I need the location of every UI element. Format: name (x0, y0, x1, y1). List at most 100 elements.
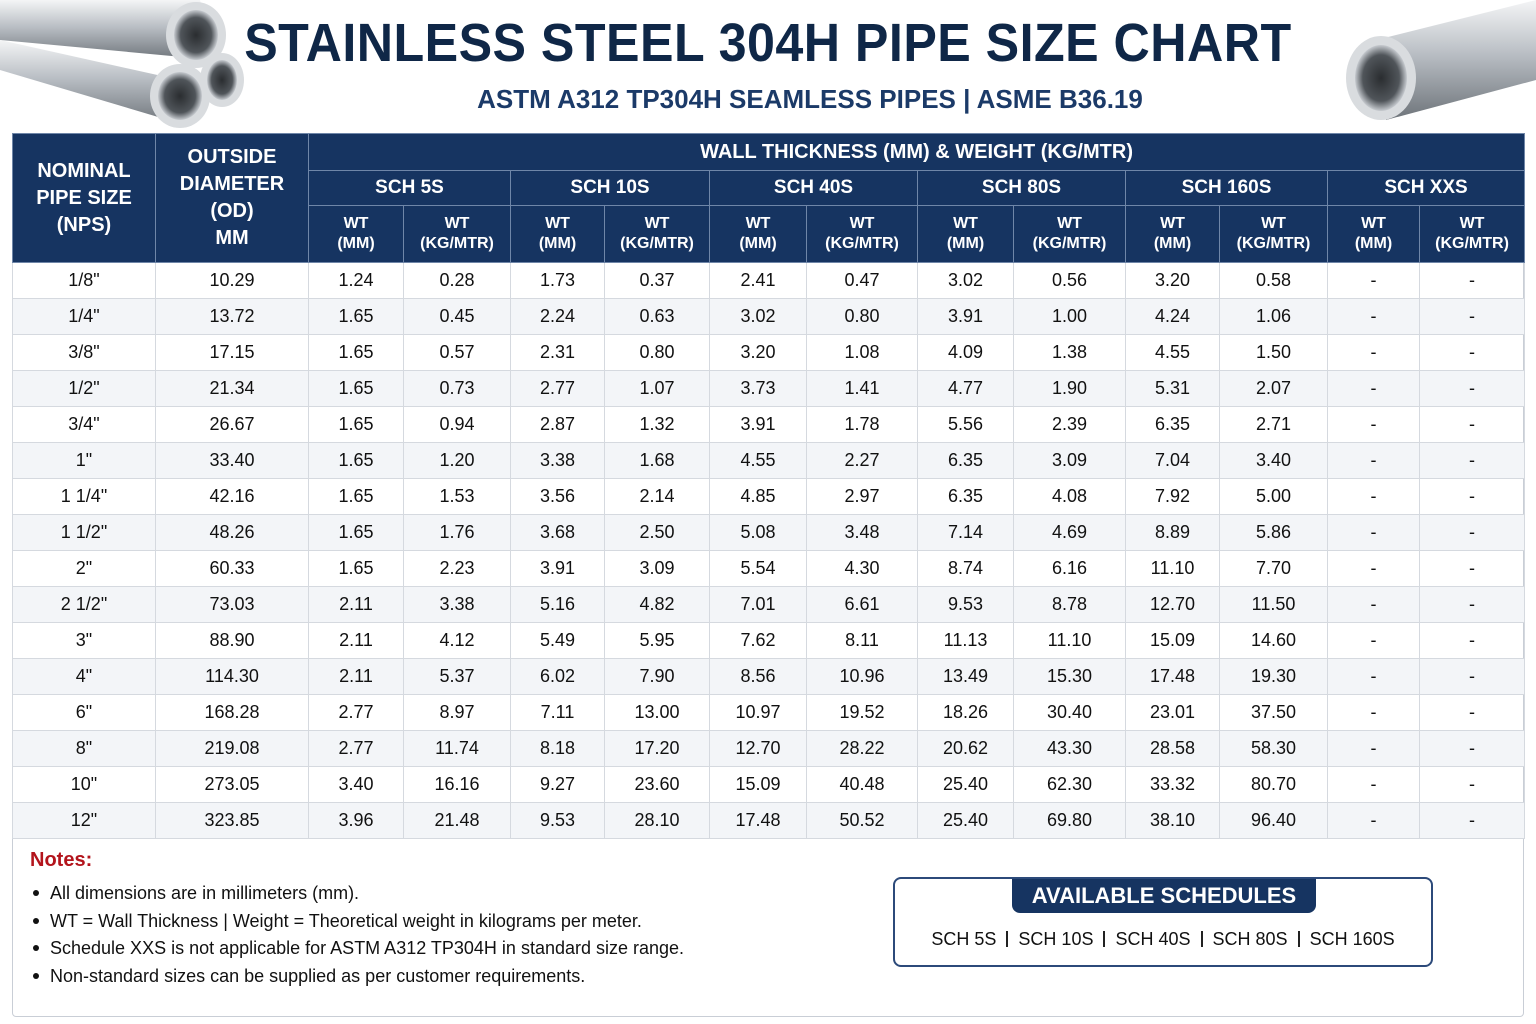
cell: 25.40 (917, 766, 1014, 803)
cell: - (1418, 802, 1526, 839)
header-row: NOMINAL PIPE SIZE (NPS) OUTSIDE DIAMETER … (12, 133, 1526, 263)
cell: - (1418, 694, 1526, 731)
cell: 11.74 (403, 730, 511, 767)
separator (1200, 931, 1203, 947)
cell: 8.97 (403, 694, 511, 731)
sub-header: WT (KG/MTR) (604, 205, 710, 263)
cell: 28.58 (1125, 730, 1220, 767)
od-header-text: OUTSIDE DIAMETER (OD) (179, 146, 285, 222)
cell: 9.53 (917, 586, 1014, 623)
cell: 8.18 (510, 730, 605, 767)
cell: 1.65 (308, 514, 404, 551)
cell: 12.70 (709, 730, 807, 767)
cell: 2.27 (806, 442, 918, 479)
cell: 1.65 (308, 406, 404, 443)
cell: 1.78 (806, 406, 918, 443)
cell: 21.34 (155, 370, 309, 407)
cell: 0.80 (604, 334, 710, 371)
cell: - (1327, 334, 1420, 371)
cell: 5.54 (709, 550, 807, 587)
cell: 4.12 (403, 622, 511, 659)
cell: 42.16 (155, 478, 309, 515)
cell: 1.65 (308, 550, 404, 587)
cell: 4" (12, 658, 156, 695)
schedule-header: SCH 40S (709, 170, 918, 206)
cell: 3/8" (12, 334, 156, 371)
sub-header-text: WT (MM) (739, 215, 777, 252)
cell: 2.97 (806, 478, 918, 515)
cell: 7.01 (709, 586, 807, 623)
data-row: 10" 273.05 3.40 16.16 9.27 23.60 15.09 40.48 25.… (12, 766, 1526, 803)
cell: 4.77 (917, 370, 1014, 407)
cell: 60.33 (155, 550, 309, 587)
cell: 4.85 (709, 478, 807, 515)
cell: 88.90 (155, 622, 309, 659)
cell: 5.86 (1219, 514, 1328, 551)
cell: - (1418, 730, 1526, 767)
cell: - (1327, 622, 1420, 659)
sub-header: WT (KG/MTR) (1013, 205, 1126, 263)
cell: 3.91 (709, 406, 807, 443)
cell: 11.50 (1219, 586, 1328, 623)
cell: 5.16 (510, 586, 605, 623)
cell: 1.32 (604, 406, 710, 443)
notes-list: All dimensions are in millimeters (mm). W… (30, 880, 684, 990)
cell: 17.15 (155, 334, 309, 371)
note: Non-standard sizes can be supplied as pe… (30, 963, 684, 991)
cell: 25.40 (917, 802, 1014, 839)
cell: 80.70 (1219, 766, 1328, 803)
data-row: 1" 33.40 1.65 1.20 3.38 1.68 4.55 2.27 6.35 3.09 7… (12, 442, 1526, 479)
cell: 3.40 (1219, 442, 1328, 479)
cell: 69.80 (1013, 802, 1126, 839)
cell: 7.14 (917, 514, 1014, 551)
cell: 5.95 (604, 622, 710, 659)
cell: 2.41 (709, 262, 807, 299)
header-row: WT (MM) WT (KG/MTR) WT (MM) WT (KG/MTR) WT (… (13, 205, 1526, 263)
cell: 2" (12, 550, 156, 587)
cell: 4.30 (806, 550, 918, 587)
sub-header-text: WT (MM) (1153, 215, 1192, 252)
cell: 0.56 (1013, 262, 1126, 299)
data-row: 4" 114.30 2.11 5.37 6.02 7.90 8.56 10.96 13.49 15… (12, 658, 1526, 695)
cell: 1/2" (12, 370, 156, 407)
schedule-item: SCH 160S (1309, 929, 1395, 949)
cell: 0.63 (604, 298, 710, 335)
cell: 2.07 (1219, 370, 1328, 407)
cell: 1.73 (510, 262, 605, 299)
cell: 3.09 (604, 550, 710, 587)
cell: 1.68 (604, 442, 710, 479)
sub-header: WT (KG/MTR) (1418, 205, 1526, 263)
cell: - (1418, 586, 1526, 623)
cell: 0.28 (403, 262, 511, 299)
cell: 4.55 (1125, 334, 1220, 371)
cell: 8.78 (1013, 586, 1126, 623)
cell: - (1327, 478, 1420, 515)
cell: - (1327, 298, 1420, 335)
cell: 28.10 (604, 802, 710, 839)
sub-header-text: WT (KG/MTR) (825, 215, 899, 252)
sub-header-text: WT (KG/MTR) (1236, 215, 1311, 252)
cell: 4.24 (1125, 298, 1220, 335)
schedule-header: SCH 5S (308, 170, 511, 206)
cell: 0.45 (403, 298, 511, 335)
cell: 1.65 (308, 370, 404, 407)
cell: 2.77 (308, 694, 404, 731)
cell: 3.56 (510, 478, 605, 515)
cell: 0.80 (806, 298, 918, 335)
cell: 8.74 (917, 550, 1014, 587)
cell: 7.90 (604, 658, 710, 695)
cell: 1.53 (403, 478, 511, 515)
cell: 1.06 (1219, 298, 1328, 335)
size-table: NOMINAL PIPE SIZE (NPS) OUTSIDE DIAMETER … (12, 133, 1526, 839)
cell: 4.55 (709, 442, 807, 479)
cell: 4.08 (1013, 478, 1126, 515)
cell: 2.77 (510, 370, 605, 407)
cell: 6.61 (806, 586, 918, 623)
cell: - (1418, 622, 1526, 659)
cell: 26.67 (155, 406, 309, 443)
cell: 18.26 (917, 694, 1014, 731)
cell: 2.87 (510, 406, 605, 443)
pipes-left (0, 0, 244, 128)
cell: 20.62 (917, 730, 1014, 767)
sub-header: WT (MM) (308, 205, 404, 263)
